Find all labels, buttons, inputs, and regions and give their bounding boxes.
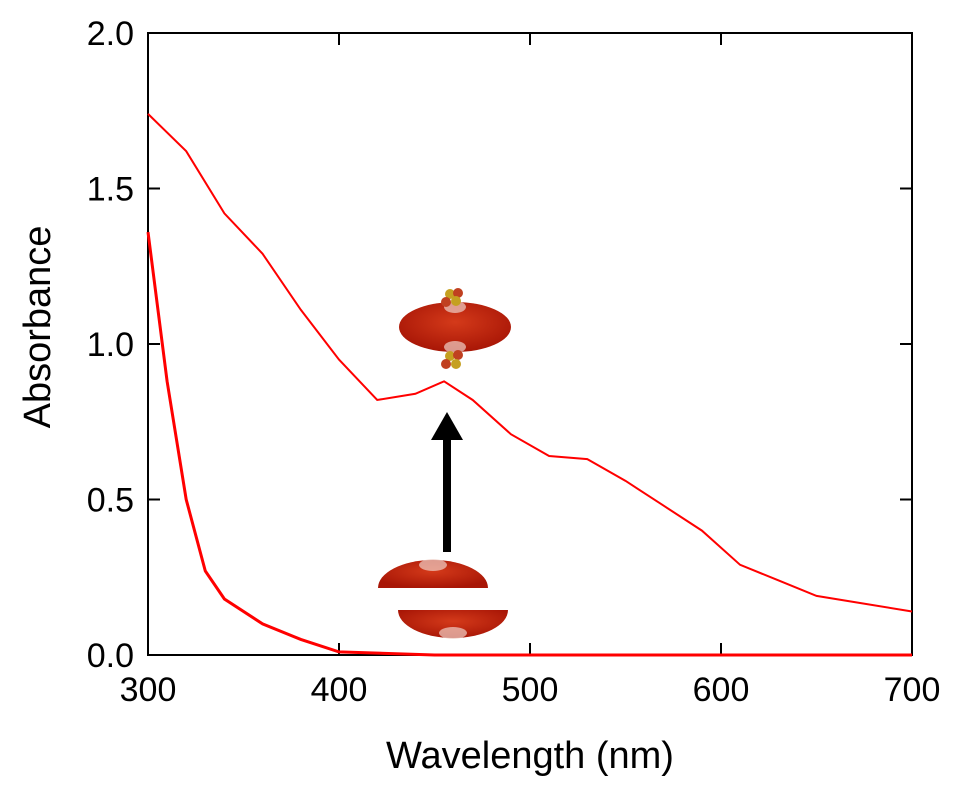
y-tick-label: 1.0: [87, 326, 134, 364]
y-tick-label: 0.0: [87, 637, 134, 675]
y-axis-title: Absorbance: [17, 226, 59, 429]
x-tick-label: 400: [311, 671, 368, 709]
x-tick-label: 300: [120, 671, 177, 709]
x-tick-label: 500: [502, 671, 559, 709]
series-line: [147, 113, 913, 613]
y-tick-label: 2.0: [87, 15, 134, 53]
x-tick-label: 600: [693, 671, 750, 709]
x-tick-label: 700: [884, 671, 941, 709]
series-line: [146, 231, 912, 657]
plot-frame: [147, 32, 913, 656]
illustration: [378, 288, 511, 639]
y-tick-label: 1.5: [87, 171, 134, 209]
x-axis-title: Wavelength (nm): [386, 735, 674, 777]
y-tick-label: 0.5: [87, 482, 134, 520]
